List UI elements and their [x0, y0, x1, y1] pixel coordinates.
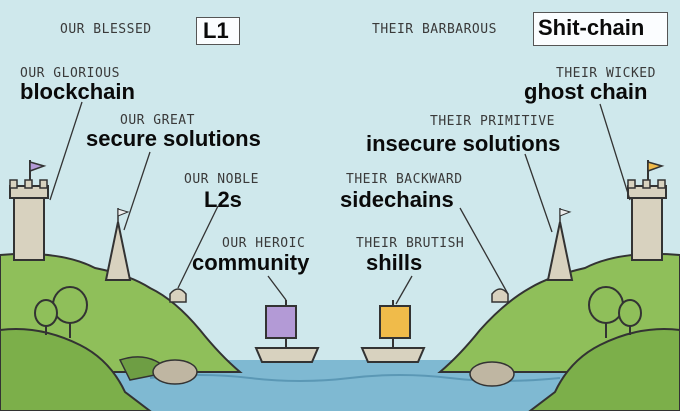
- left-header-box: [196, 17, 240, 45]
- right-label-word: ghost chain: [524, 79, 648, 104]
- flag-icon: [29, 161, 47, 173]
- right-label-caption: THEIR PRIMITIVE: [430, 114, 555, 129]
- left-label-word: secure solutions: [86, 126, 261, 151]
- left-label-caption: OUR HEROIC: [222, 236, 306, 251]
- left-label-word: community: [192, 250, 310, 275]
- right-header-word: Shit-chain: [538, 15, 645, 40]
- right-header-caption: THEIR BARBAROUS: [372, 22, 497, 37]
- right-label-caption: THEIR BACKWARD: [346, 172, 463, 187]
- right-header-box: [533, 12, 668, 46]
- spire-icon: [104, 208, 132, 281]
- right-label-word: insecure solutions: [366, 131, 561, 156]
- right-hill: [437, 252, 680, 411]
- right-label-word: sidechains: [340, 187, 454, 212]
- right-label-caption: THEIR BRUTISH: [356, 236, 465, 251]
- tree-icon: [588, 286, 642, 338]
- left-hill: [0, 252, 243, 411]
- right-label-caption: THEIR WICKED: [556, 66, 656, 81]
- leader-lines: [49, 101, 631, 305]
- left-header-word: L1: [203, 18, 229, 43]
- flag-icon: [647, 161, 665, 173]
- left-label-caption: OUR GLORIOUS: [20, 66, 120, 81]
- left-label-caption: OUR NOBLE: [184, 172, 259, 187]
- tree-icon: [34, 286, 88, 338]
- left-label-caption: OUR GREAT: [120, 113, 195, 128]
- rock: [152, 359, 198, 385]
- left-label-word: L2s: [204, 187, 242, 212]
- boat-icon: [360, 300, 426, 363]
- rock: [469, 361, 515, 387]
- castle-tower-icon: [9, 160, 49, 261]
- boat-icon: [254, 300, 320, 363]
- right-label-word: shills: [366, 250, 423, 275]
- hut-icon: [169, 288, 187, 303]
- castle-tower-icon: [627, 160, 667, 261]
- spire-icon: [546, 208, 574, 281]
- left-label-word: blockchain: [20, 79, 135, 104]
- left-header-caption: OUR BLESSED: [60, 22, 152, 37]
